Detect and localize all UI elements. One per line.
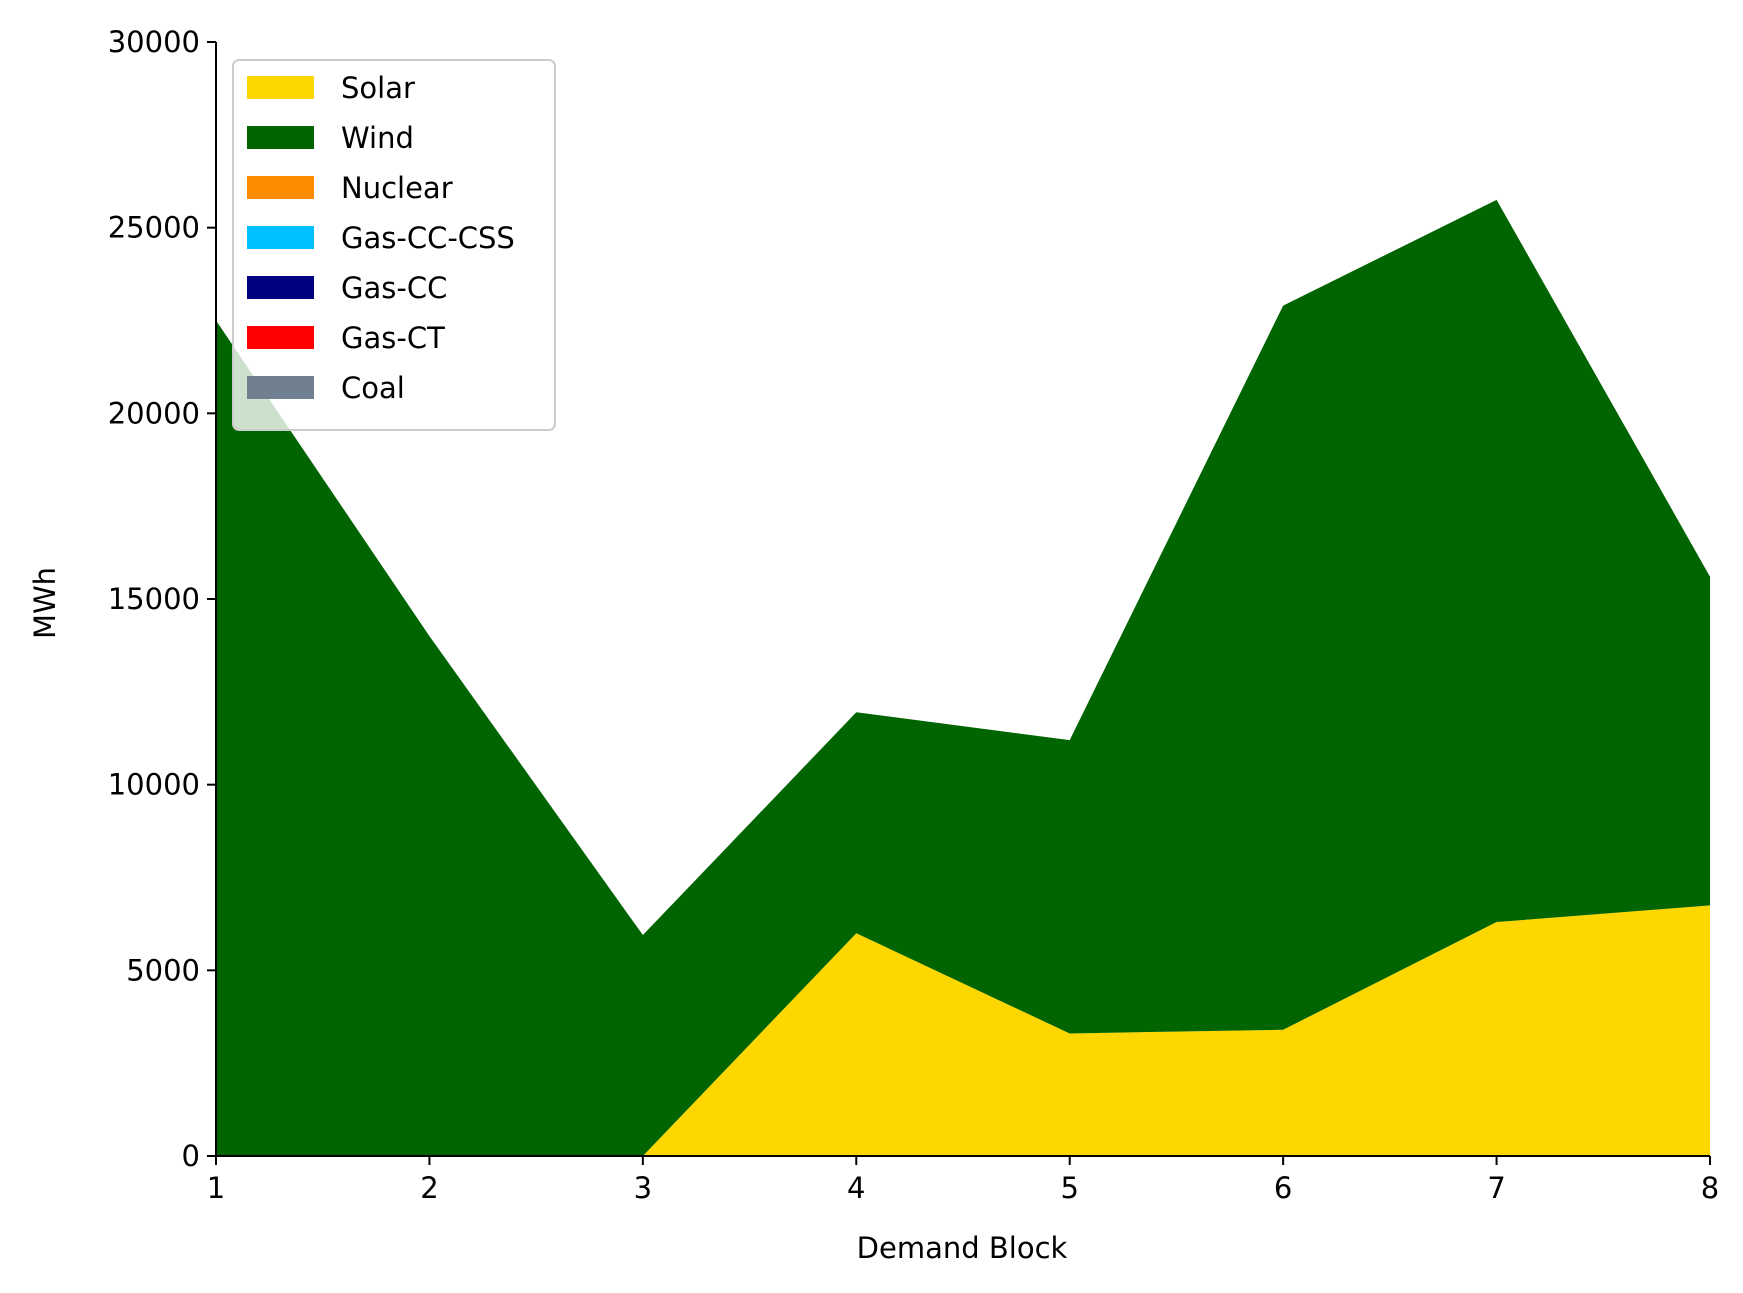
legend-label-coal: Coal [341, 371, 405, 405]
y-tick-label: 20000 [108, 396, 200, 430]
y-axis-title: MWh [28, 567, 62, 639]
y-tick-label: 5000 [126, 953, 200, 987]
x-tick-label: 5 [1060, 1171, 1078, 1205]
legend-swatch-coal [247, 376, 314, 399]
legend-label-gas-ct: Gas-CT [341, 321, 445, 355]
x-tick-label: 1 [207, 1171, 225, 1205]
legend-swatch-wind [247, 126, 314, 149]
legend-swatch-gas-cc [247, 276, 314, 299]
x-tick-label: 4 [847, 1171, 865, 1205]
legend-swatch-gas-cc-css [247, 226, 314, 249]
legend-label-gas-cc: Gas-CC [341, 271, 447, 305]
x-tick-label: 8 [1701, 1171, 1719, 1205]
y-tick-label: 30000 [108, 25, 200, 59]
area-wind [216, 199, 1710, 1156]
y-tick-label: 25000 [108, 211, 200, 245]
area-solar [216, 905, 1710, 1156]
x-axis-title: Demand Block [857, 1231, 1068, 1265]
legend: Solar Wind Nuclear Gas-CC-CSS Gas-CC Gas-CT Co… [232, 59, 556, 431]
legend-swatch-nuclear [247, 176, 314, 199]
legend-label-solar: Solar [341, 71, 415, 105]
y-tick-label: 10000 [108, 768, 200, 802]
legend-label-wind: Wind [341, 121, 414, 155]
areas-layer [216, 199, 1710, 1156]
x-tick-label: 6 [1274, 1171, 1292, 1205]
x-tick-label: 7 [1487, 1171, 1505, 1205]
legend-label-nuclear: Nuclear [341, 171, 453, 205]
y-tick-label: 0 [182, 1139, 200, 1173]
legend-swatch-gas-ct [247, 326, 314, 349]
x-tick-label: 2 [420, 1171, 438, 1205]
legend-label-gas-cc-css: Gas-CC-CSS [341, 221, 515, 255]
ticks-layer: 1 2 3 4 5 6 7 8 0 5000 10000 15000 20000 25000 30000 [108, 25, 1719, 1205]
x-tick-label: 3 [634, 1171, 652, 1205]
legend-swatch-solar [247, 76, 314, 99]
y-tick-label: 15000 [108, 582, 200, 616]
